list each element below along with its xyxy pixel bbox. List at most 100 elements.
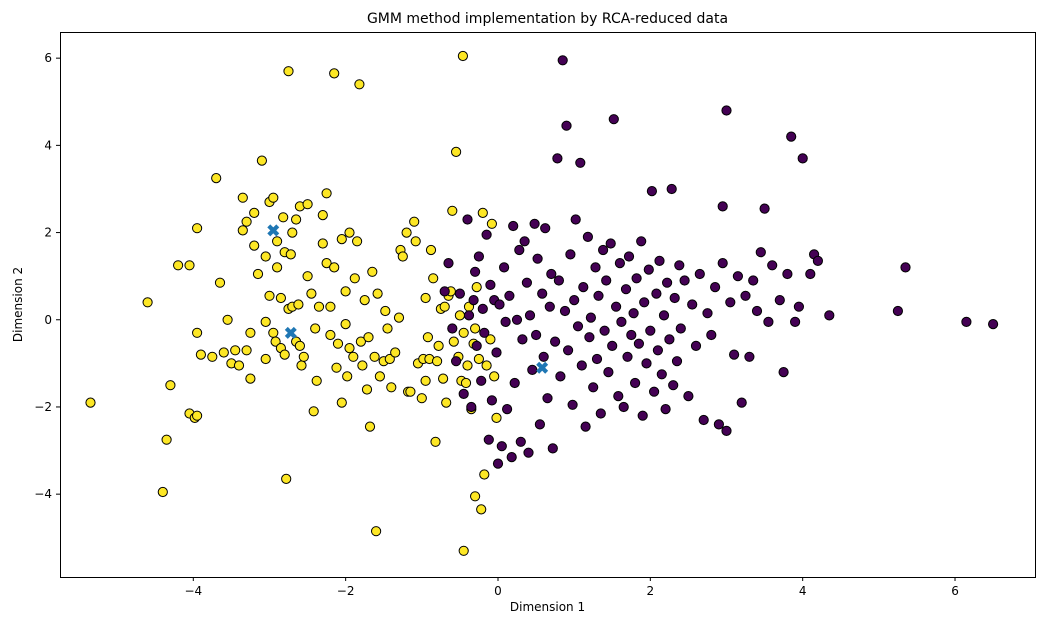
data-point-series-1-88 (355, 336, 366, 347)
data-point-series-1-25 (241, 345, 252, 356)
data-point-series-2-35 (515, 436, 526, 447)
data-point-series-2-50 (544, 301, 555, 312)
data-point-series-2-126 (702, 308, 713, 319)
data-point-series-1-131 (447, 205, 458, 216)
data-point-series-1-34 (260, 353, 271, 365)
data-point-series-2-85 (611, 301, 622, 312)
data-point-series-2-1 (439, 286, 450, 297)
y-tick-label-1: −4 (34, 487, 52, 501)
data-point-series-1-7 (184, 260, 195, 271)
data-point-series-2-7 (462, 214, 473, 225)
data-point-series-2-24 (494, 299, 505, 310)
data-point-series-2-17 (481, 229, 492, 240)
data-point-series-2-40 (524, 310, 536, 321)
data-point-series-1-4 (161, 434, 172, 445)
data-point-series-1-85 (349, 273, 360, 284)
data-point-series-2-60 (563, 345, 574, 356)
data-point-series-2-103 (645, 325, 656, 336)
y-tick-label-6: 6 (44, 51, 52, 65)
data-point-series-2-38 (521, 277, 533, 288)
data-point-series-2-54 (552, 153, 563, 164)
data-point-series-2-99 (637, 410, 648, 421)
data-point-series-2-117 (671, 356, 683, 367)
data-point-series-2-96 (631, 273, 642, 284)
data-point-series-1-150 (485, 334, 496, 345)
data-point-series-2-133 (725, 297, 736, 308)
data-point-series-2-149 (790, 316, 801, 327)
data-point-series-2-106 (651, 288, 662, 299)
y-tick-label-3: 0 (44, 313, 52, 327)
data-point-series-1-103 (386, 382, 397, 393)
data-point-series-1-37 (268, 192, 279, 203)
data-point-series-2-101 (641, 358, 652, 369)
y-axis-label: Dimension 2 (11, 267, 25, 342)
data-point-series-2-58 (559, 305, 571, 317)
data-point-series-1-117 (420, 375, 431, 386)
data-point-series-1-122 (430, 436, 441, 447)
data-point-series-1-62 (306, 288, 317, 299)
data-point-series-2-134 (729, 349, 740, 360)
data-point-series-1-5 (165, 380, 176, 391)
data-point-series-1-36 (264, 290, 275, 301)
data-point-series-1-59 (298, 351, 309, 362)
data-point-series-1-55 (293, 299, 304, 310)
data-point-series-1-10 (192, 410, 203, 421)
data-point-series-2-32 (509, 377, 520, 389)
data-point-series-2-116 (669, 292, 680, 304)
data-point-series-2-76 (593, 290, 604, 301)
data-point-series-1-82 (344, 227, 355, 238)
data-point-series-1-75 (331, 362, 342, 373)
data-point-series-2-15 (477, 303, 488, 314)
data-point-series-1-71 (325, 301, 336, 312)
data-point-series-1-26 (245, 373, 256, 384)
data-point-series-1-87 (354, 79, 365, 90)
data-point-series-2-121 (683, 391, 694, 402)
data-point-series-1-14 (207, 351, 218, 362)
data-point-series-1-12 (192, 327, 203, 338)
data-point-series-2-79 (599, 325, 610, 336)
data-point-series-2-89 (618, 401, 629, 413)
data-point-series-2-20 (486, 395, 497, 406)
data-point-series-2-27 (500, 316, 511, 327)
data-point-series-2-23 (492, 458, 504, 469)
data-point-series-2-160 (717, 201, 728, 212)
data-point-series-1-114 (416, 393, 427, 404)
plot-frame (60, 32, 1036, 578)
data-point-series-2-97 (633, 338, 645, 349)
data-point-series-2-135 (732, 271, 744, 282)
data-point-series-1-112 (410, 236, 421, 247)
data-point-series-2-113 (664, 334, 675, 345)
data-point-series-2-80 (601, 275, 612, 286)
data-point-series-2-12 (471, 340, 482, 351)
data-point-series-2-124 (694, 268, 705, 280)
data-point-series-2-61 (565, 249, 576, 260)
data-point-series-1-21 (233, 360, 245, 371)
data-point-series-2-104 (646, 186, 658, 197)
data-point-series-1-60 (302, 199, 313, 210)
data-point-series-1-47 (281, 473, 292, 484)
data-point-series-2-86 (613, 391, 624, 402)
data-point-series-1-67 (317, 210, 328, 221)
data-point-series-2-49 (542, 393, 553, 404)
data-point-series-1-90 (359, 295, 370, 306)
data-point-series-2-157 (900, 262, 911, 273)
data-point-series-1-143 (470, 323, 481, 334)
data-point-series-2-156 (892, 305, 904, 317)
data-point-series-2-67 (576, 360, 587, 371)
data-point-series-1-139 (462, 360, 473, 371)
data-point-series-1-118 (422, 332, 433, 343)
data-point-series-1-76 (332, 338, 344, 349)
data-point-series-2-25 (496, 441, 507, 452)
data-point-series-2-75 (591, 353, 603, 365)
data-point-series-2-53 (550, 336, 561, 347)
data-point-series-1-2 (142, 297, 153, 308)
data-point-series-2-63 (569, 295, 580, 306)
data-point-series-2-37 (519, 236, 530, 247)
data-point-series-2-44 (532, 253, 543, 264)
data-point-series-1-15 (211, 173, 222, 184)
data-point-series-2-91 (622, 351, 633, 362)
data-point-series-1-138 (460, 377, 472, 389)
points-layer (85, 50, 999, 556)
data-point-series-2-77 (595, 408, 606, 419)
